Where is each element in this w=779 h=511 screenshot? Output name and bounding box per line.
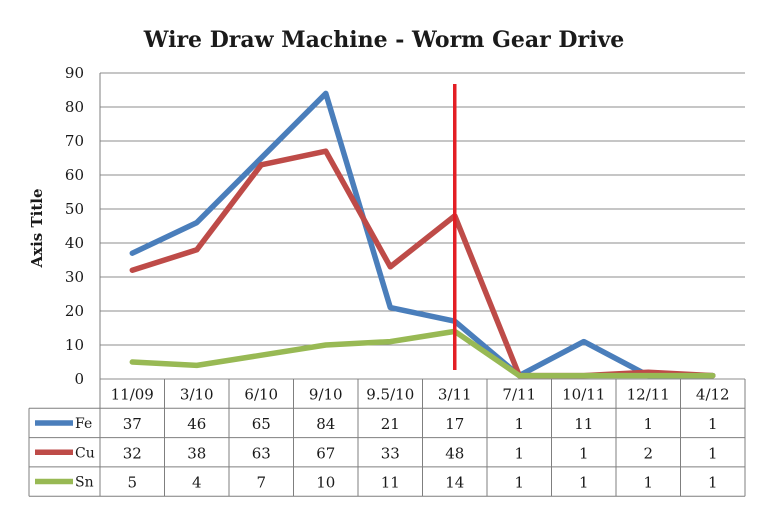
- data-label: 1: [708, 415, 718, 433]
- data-label: 11: [381, 474, 400, 492]
- x-tick-label: 3/11: [438, 386, 472, 404]
- x-tick-label: 10/11: [562, 386, 605, 404]
- y-tick-label-20: 20: [65, 302, 84, 320]
- data-label: 2: [643, 444, 653, 462]
- y-tick-label-80: 80: [65, 98, 84, 116]
- x-tick-label: 7/11: [502, 386, 536, 404]
- data-label: 10: [316, 474, 335, 492]
- data-label: 67: [316, 444, 335, 462]
- data-label: 17: [445, 415, 464, 433]
- y-tick-label-0: 0: [74, 370, 84, 388]
- data-label: 38: [187, 444, 206, 462]
- legend-label-fe: Fe: [75, 416, 92, 432]
- data-label: 1: [708, 474, 718, 492]
- x-tick-label: 9/10: [309, 386, 343, 404]
- y-tick-label-90: 90: [65, 64, 84, 82]
- data-label: 33: [381, 444, 400, 462]
- legend-label-cu: Cu: [75, 445, 95, 461]
- x-tick-label: 12/11: [627, 386, 670, 404]
- data-label: 32: [123, 444, 142, 462]
- data-label: 1: [514, 415, 524, 433]
- data-table: 11/09 3/10 6/10 9/10 9.5/10 3/11 7/11 10/11 12/1…: [28, 73, 746, 497]
- x-tick-label: 9.5/10: [366, 386, 414, 404]
- series-line-cu: [129, 148, 716, 379]
- y-axis-title: Axis Title: [28, 189, 46, 269]
- data-label: 1: [643, 474, 653, 492]
- data-label: 1: [514, 444, 524, 462]
- data-label: 7: [256, 474, 266, 492]
- data-label: 1: [579, 444, 589, 462]
- y-tick-label-10: 10: [65, 336, 84, 354]
- data-label: 1: [708, 444, 718, 462]
- y-tick-label-40: 40: [65, 234, 84, 252]
- data-label: 14: [445, 474, 464, 492]
- x-tick-label: 11/09: [111, 386, 154, 404]
- data-label: 1: [643, 415, 653, 433]
- gridlines: [100, 72, 745, 380]
- data-label: 21: [381, 415, 400, 433]
- series-line-sn: [129, 328, 716, 379]
- x-tick-label: 4/12: [696, 386, 730, 404]
- data-label: 46: [187, 415, 206, 433]
- data-label: 48: [445, 444, 464, 462]
- data-label: 5: [127, 474, 137, 492]
- data-label: 37: [123, 415, 142, 433]
- y-tick-label-70: 70: [65, 132, 84, 150]
- legend-label-sn: Sn: [75, 475, 94, 491]
- data-label: 11: [574, 415, 593, 433]
- y-axis-ticks: 0 10 20 30 40 50 60 70 80 90: [65, 64, 84, 388]
- x-tick-label: 3/10: [180, 386, 214, 404]
- data-label: 4: [192, 474, 202, 492]
- data-label: 1: [579, 474, 589, 492]
- y-tick-label-50: 50: [65, 200, 84, 218]
- data-label: 1: [514, 474, 524, 492]
- data-label: 65: [252, 415, 271, 433]
- y-tick-label-60: 60: [65, 166, 84, 184]
- x-tick-label: 6/10: [244, 386, 278, 404]
- data-label: 84: [316, 415, 335, 433]
- y-tick-label-30: 30: [65, 268, 84, 286]
- series-line-fe: [129, 90, 716, 379]
- data-label: 63: [252, 444, 271, 462]
- series-lines: [129, 90, 716, 379]
- chart-title: Wire Draw Machine - Worm Gear Drive: [143, 27, 624, 53]
